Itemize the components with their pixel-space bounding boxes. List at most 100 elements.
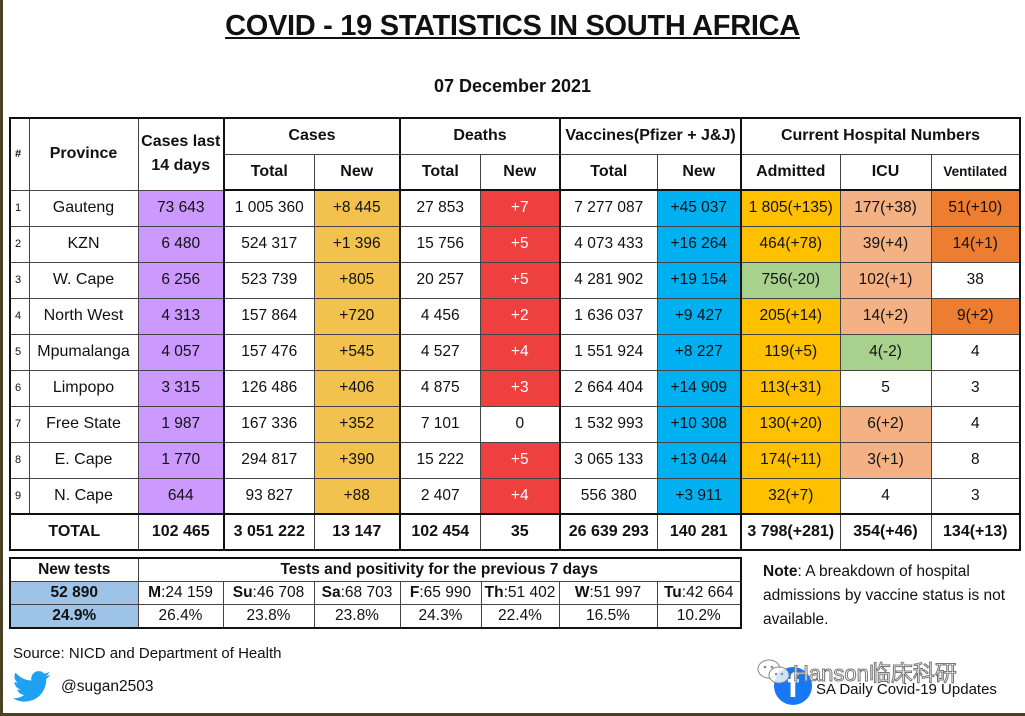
cell-cases-total: 167 336 [223, 405, 315, 443]
total-icu: 354(+46) [839, 513, 932, 551]
cell-vaccines-new: +45 037 [656, 189, 742, 227]
cell-index: 4 [9, 297, 30, 335]
total-cases-new: 13 147 [313, 513, 401, 551]
twitter-handle: @sugan2503 [61, 678, 154, 695]
cell-cases-new: +545 [313, 333, 401, 371]
cell-deaths-new: +2 [479, 297, 561, 335]
cell-ventilated: 4 [930, 405, 1021, 443]
header-cases: Cases [223, 117, 401, 155]
day-positivity-cell: 22.4% [480, 604, 560, 629]
header-cases-14d-line1: Cases last [141, 133, 221, 151]
cell-icu: 6(+2) [839, 405, 932, 443]
cell-deaths-new: +5 [479, 261, 561, 299]
province-row: 8 E. Cape 1 770 294 817 +390 15 222 +5 3 065 13… [9, 441, 1021, 479]
cell-cases-total: 524 317 [223, 225, 315, 263]
cell-deaths-total: 7 101 [399, 405, 481, 443]
province-row: 4 North West 4 313 157 864 +720 4 456 +2 1 636 … [9, 297, 1021, 335]
cell-deaths-total: 15 222 [399, 441, 481, 479]
cell-deaths-total: 4 875 [399, 369, 481, 407]
day-tests-value: :65 990 [419, 584, 472, 601]
page-frame-left [0, 0, 3, 716]
header-cases-total: Total [223, 153, 315, 191]
cell-deaths-new: 0 [479, 405, 561, 443]
total-cases-14d: 102 465 [137, 513, 225, 551]
cell-index: 6 [9, 369, 30, 407]
total-vaccines-total: 26 639 293 [559, 513, 658, 551]
day-positivity-cell: 23.8% [313, 604, 401, 629]
cell-province: E. Cape [28, 441, 139, 479]
cell-cases-14d: 3 315 [137, 369, 225, 407]
cell-province: KZN [28, 225, 139, 263]
new-tests-header: New tests [9, 557, 139, 582]
cell-cases-14d: 644 [137, 477, 225, 515]
facebook-page-link[interactable]: f SA Daily Covid-19 Updates [774, 667, 997, 705]
cell-deaths-total: 2 407 [399, 477, 481, 515]
cell-cases-total: 126 486 [223, 369, 315, 407]
header-vaccines-total: Total [559, 153, 658, 191]
cell-admitted: 119(+5) [740, 333, 841, 371]
header-cases-14d: Cases last 14 days [137, 117, 225, 191]
cell-admitted: 174(+11) [740, 441, 841, 479]
cell-index: 8 [9, 441, 30, 479]
cell-vaccines-total: 556 380 [559, 477, 658, 515]
report-date: 07 December 2021 [433, 76, 592, 96]
cell-vaccines-new: +19 154 [656, 261, 742, 299]
cell-deaths-total: 27 853 [399, 189, 481, 227]
cell-deaths-total: 15 756 [399, 225, 481, 263]
province-row: 1 Gauteng 73 643 1 005 360 +8 445 27 853 +7 7 2… [9, 189, 1021, 227]
day-positivity-cell: 10.2% [656, 604, 742, 629]
source-text: Source: NICD and Department of Health [13, 645, 282, 662]
header-province: Province [28, 117, 139, 191]
cell-deaths-new: +5 [479, 441, 561, 479]
cell-province: N. Cape [28, 477, 139, 515]
cell-cases-14d: 4 313 [137, 297, 225, 335]
cell-icu: 5 [839, 369, 932, 407]
cell-province: North West [28, 297, 139, 335]
cell-ventilated: 51(+10) [930, 189, 1021, 227]
day-tests-cell: Tu:42 664 [656, 581, 742, 605]
total-deaths-new: 35 [479, 513, 561, 551]
twitter-handle-link[interactable]: @sugan2503 [13, 671, 153, 703]
cell-index: 2 [9, 225, 30, 263]
cell-deaths-total: 4 527 [399, 333, 481, 371]
tests-period-header: Tests and positivity for the previous 7 … [137, 557, 742, 582]
day-label: Sa [321, 584, 341, 601]
cell-cases-new: +352 [313, 405, 401, 443]
cell-cases-14d: 73 643 [137, 189, 225, 227]
page-frame-bottom [0, 713, 1025, 716]
cell-icu: 177(+38) [839, 189, 932, 227]
cell-admitted: 464(+78) [740, 225, 841, 263]
cell-admitted: 113(+31) [740, 369, 841, 407]
cell-ventilated: 8 [930, 441, 1021, 479]
day-tests-cell: F:65 990 [399, 581, 482, 605]
cell-ventilated: 9(+2) [930, 297, 1021, 335]
day-positivity-cell: 16.5% [558, 604, 658, 629]
cell-vaccines-total: 2 664 404 [559, 369, 658, 407]
province-row: 9 N. Cape 644 93 827 +88 2 407 +4 556 380 +3 911… [9, 477, 1021, 515]
cell-province: Mpumalanga [28, 333, 139, 371]
day-positivity-cell: 26.4% [137, 604, 224, 629]
province-row: 7 Free State 1 987 167 336 +352 7 101 0 1 532 9… [9, 405, 1021, 443]
cell-cases-total: 93 827 [223, 477, 315, 515]
province-row: 6 Limpopo 3 315 126 486 +406 4 875 +3 2 664 404… [9, 369, 1021, 407]
cell-cases-14d: 1 770 [137, 441, 225, 479]
cell-cases-total: 1 005 360 [223, 189, 315, 227]
cell-deaths-new: +3 [479, 369, 561, 407]
cell-cases-new: +88 [313, 477, 401, 515]
cell-province: Free State [28, 405, 139, 443]
day-label: Th [484, 584, 504, 601]
cell-cases-14d: 6 480 [137, 225, 225, 263]
positivity-value: 24.9% [9, 604, 139, 629]
cell-cases-total: 157 864 [223, 297, 315, 335]
header-deaths: Deaths [398, 117, 561, 155]
day-label: Su [232, 584, 253, 601]
header-cases-14d-line2: 14 days [151, 157, 211, 175]
cell-admitted: 756(-20) [740, 261, 841, 299]
header-index: # [9, 117, 30, 191]
cell-icu: 4(-2) [839, 333, 932, 371]
cell-vaccines-new: +16 264 [656, 225, 742, 263]
cell-vaccines-total: 4 073 433 [559, 225, 658, 263]
cell-vaccines-total: 1 532 993 [559, 405, 658, 443]
cell-deaths-new: +5 [479, 225, 561, 263]
cell-vaccines-new: +14 909 [656, 369, 742, 407]
